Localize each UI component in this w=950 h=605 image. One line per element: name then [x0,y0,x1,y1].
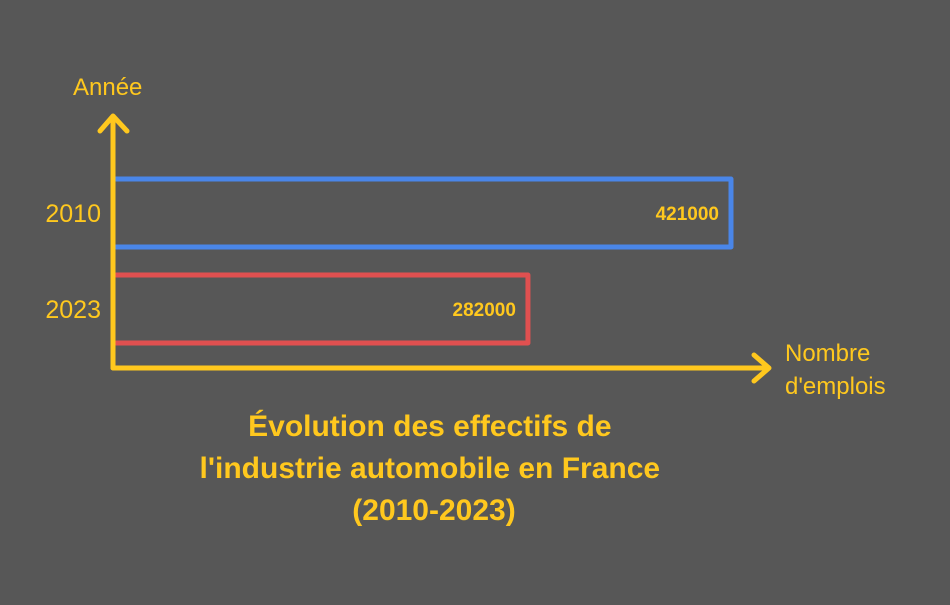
y-tick-label-2010: 2010 [45,200,101,228]
x-axis-arrowhead [751,352,772,384]
x-axis-label: Nombre d'emplois [785,340,886,400]
y-axis-label: Année [73,74,142,101]
bar-2023 [113,272,531,346]
chart-title-line-3: (2010-2023) [352,494,515,527]
data-label-2010: 421000 [656,204,719,225]
chart-title: Évolution des effectifs de l'industrie a… [200,409,669,527]
chart-title-line-2: l'industrie automobile en France [200,452,661,485]
x-axis-label-line-1: Nombre [785,340,870,367]
y-tick-label-2023: 2023 [45,296,101,324]
x-axis-label-line-2: d'emplois [785,373,886,400]
y-axis-arrowhead [97,113,130,134]
data-label-2023: 282000 [453,300,516,321]
bar-2010 [113,176,734,250]
chart-title-line-1: Évolution des effectifs de [248,409,611,443]
